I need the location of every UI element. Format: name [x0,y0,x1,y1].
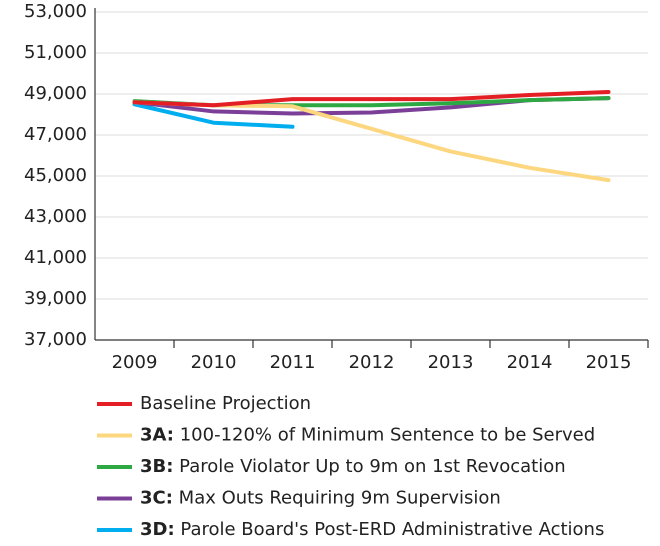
legend-label: 3B: Parole Violator Up to 9m on 1st Revo… [140,456,566,477]
y-tick-label: 41,000 [24,247,87,268]
legend-key: 3B: [140,456,173,477]
x-tick-label: 2013 [428,352,474,373]
y-tick-label: 53,000 [24,1,87,22]
x-tick-label: 2011 [270,352,316,373]
legend-text: 100-120% of Minimum Sentence to be Serve… [174,425,595,446]
legend-label: Baseline Projection [140,393,311,414]
y-tick-label: 37,000 [24,329,87,350]
legend-key: 3D: [140,519,175,540]
legend-text: Max Outs Requiring 9m Supervision [173,488,501,509]
series-line [132,89,611,108]
y-tick-label: 47,000 [24,124,87,145]
y-tick-label: 49,000 [24,83,87,104]
legend-text: Parole Board's Post-ERD Administrative A… [175,519,605,540]
y-tick-label: 51,000 [24,42,87,63]
x-tick-label: 2015 [586,352,632,373]
x-tick-label: 2012 [349,352,395,373]
legend-label: 3D: Parole Board's Post-ERD Administrati… [140,519,604,540]
series-line [132,102,295,129]
y-tick-label: 39,000 [24,288,87,309]
x-tick-label: 2009 [112,352,158,373]
y-tick-label: 45,000 [24,165,87,186]
legend-label: 3C: Max Outs Requiring 9m Supervision [140,488,501,509]
x-tick-label: 2010 [191,352,237,373]
y-tick-label: 43,000 [24,206,87,227]
legend-key: 3A: [140,425,174,446]
x-tick-label: 2014 [507,352,553,373]
legend-text: Parole Violator Up to 9m on 1st Revocati… [173,456,565,477]
legend-label: 3A: 100-120% of Minimum Sentence to be S… [140,425,595,446]
legend-key: 3C: [140,488,173,509]
